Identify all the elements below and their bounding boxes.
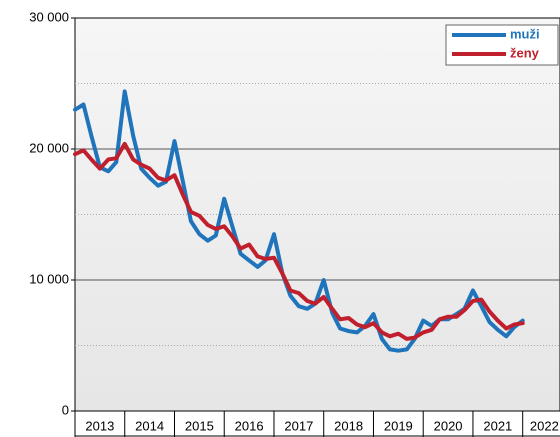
x-tick-label: 2015 xyxy=(185,418,214,433)
y-tick-label: 20 000 xyxy=(29,140,69,155)
x-tick-label: 2018 xyxy=(334,418,363,433)
plot-area xyxy=(74,17,560,412)
x-tick-label: 2020 xyxy=(434,418,463,433)
x-tick-label: 2014 xyxy=(135,418,164,433)
x-tick-label: 2016 xyxy=(235,418,264,433)
y-tick-label: 10 000 xyxy=(29,271,69,286)
y-tick-label: 30 000 xyxy=(29,9,69,24)
x-tick-label: 2013 xyxy=(85,418,114,433)
legend-box xyxy=(445,24,559,66)
legend-label: muži xyxy=(510,26,540,41)
x-tick-label: 2022 xyxy=(530,418,559,433)
legend-label: ženy xyxy=(510,45,540,60)
x-tick-label: 2017 xyxy=(284,418,313,433)
x-tick-label: 2021 xyxy=(483,418,512,433)
y-tick-label: 0 xyxy=(62,402,69,417)
x-tick-label: 2019 xyxy=(384,418,413,433)
line-series xyxy=(73,89,525,353)
line-series xyxy=(73,141,525,341)
